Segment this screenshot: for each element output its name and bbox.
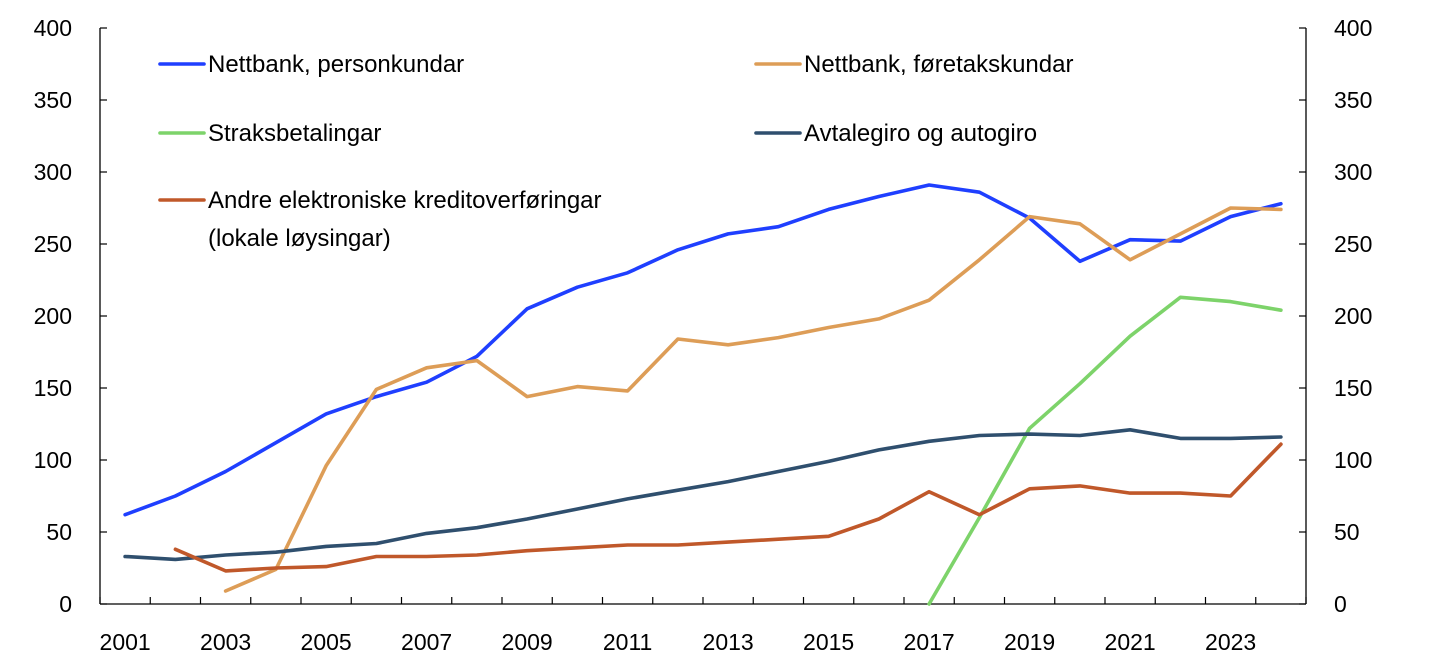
series-line-4 — [123, 427, 1283, 562]
right-y-tick-label: 400 — [1334, 15, 1372, 41]
left-y-tick-label: 200 — [34, 303, 72, 329]
x-axis-ticks: 2001 2003 2005 2007 2009 2011 2013 2015 2017 2019… — [99, 597, 1307, 655]
left-y-tick-label: 250 — [34, 231, 72, 257]
x-tick-label: 2009 — [502, 629, 553, 655]
left-y-tick-label: 300 — [34, 159, 72, 185]
series-line-1 — [123, 183, 1283, 517]
chart-axes — [99, 28, 1307, 605]
left-y-tick-label: 50 — [46, 519, 72, 545]
legend-label: (lokale løysingar) — [208, 225, 391, 252]
right-y-tick-label: 50 — [1334, 519, 1360, 545]
series-line-5 — [173, 442, 1283, 573]
x-tick-label: 2019 — [1004, 629, 1055, 655]
right-y-tick-label: 150 — [1334, 375, 1372, 401]
x-tick-label: 2005 — [301, 629, 352, 655]
x-tick-label: 2015 — [803, 629, 854, 655]
x-tick-label: 2013 — [703, 629, 754, 655]
right-y-tick-label: 250 — [1334, 231, 1372, 257]
left-y-tick-label: 100 — [34, 447, 72, 473]
x-tick-label: 2021 — [1105, 629, 1156, 655]
right-y-tick-label: 200 — [1334, 303, 1372, 329]
series-line-3 — [927, 295, 1283, 606]
legend: Nettbank, personkundar Nettbank, føretaks… — [158, 51, 1073, 252]
right-y-tick-label: 350 — [1334, 87, 1372, 113]
legend-label: Nettbank, føretakskundar — [804, 51, 1073, 78]
x-tick-label: 2001 — [100, 629, 151, 655]
left-y-tick-label: 150 — [34, 375, 72, 401]
x-tick-label: 2017 — [904, 629, 955, 655]
x-tick-label: 2003 — [200, 629, 251, 655]
legend-label: Avtalegiro og autogiro — [804, 120, 1037, 147]
left-y-tick-label: 400 — [34, 15, 72, 41]
data-series — [123, 183, 1283, 606]
x-tick-label: 2011 — [603, 629, 652, 655]
right-y-axis-ticks: 0 50 100 150 200 250 300 350 400 — [1299, 15, 1372, 617]
legend-label: Nettbank, personkundar — [208, 51, 464, 78]
right-y-tick-label: 100 — [1334, 447, 1372, 473]
legend-label: Andre elektroniske kreditoverføringar — [208, 187, 602, 214]
legend-label: Straksbetalingar — [208, 120, 381, 147]
right-y-tick-label: 0 — [1334, 591, 1347, 617]
left-y-tick-label: 350 — [34, 87, 72, 113]
series-line-2 — [223, 206, 1283, 593]
x-tick-label: 2023 — [1205, 629, 1256, 655]
left-y-tick-label: 0 — [59, 591, 72, 617]
x-tick-label: 2007 — [401, 629, 452, 655]
right-y-tick-label: 300 — [1334, 159, 1372, 185]
left-y-axis-ticks: 0 50 100 150 200 250 300 350 400 — [34, 15, 107, 617]
